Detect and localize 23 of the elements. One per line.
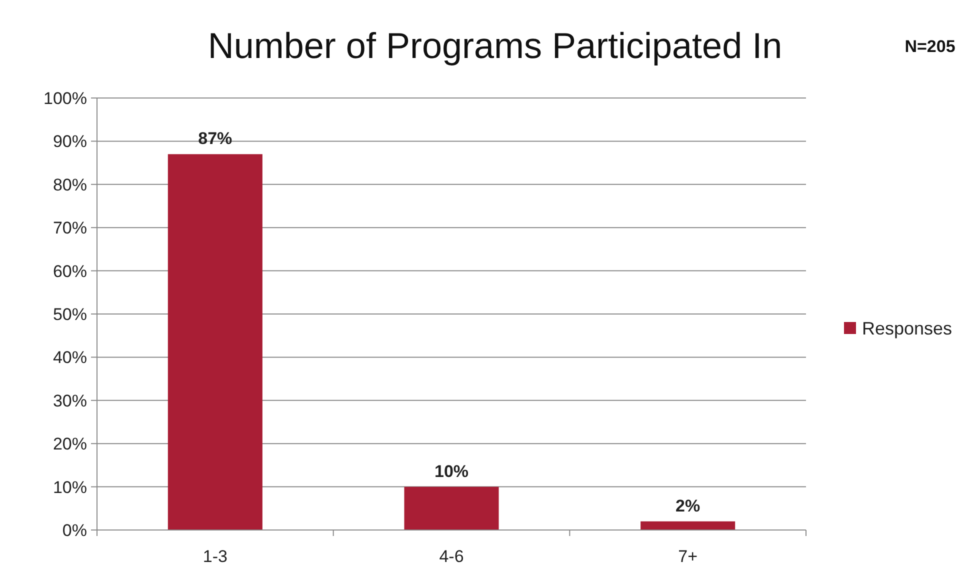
bar (404, 486, 499, 530)
y-tick-label: 50% (52, 304, 87, 324)
y-tick-label: 40% (52, 348, 87, 368)
text: 10% (434, 462, 469, 481)
text: 2% (676, 496, 700, 516)
y-tick-label: 30% (52, 391, 87, 410)
y-tick-label: 60% (52, 262, 87, 281)
chart-title: Number of Programs Participated In (208, 25, 782, 66)
y-tick-label: 70% (52, 218, 87, 238)
x-tick-label: 4-6 (439, 547, 464, 566)
legend-label: Responses (862, 318, 952, 338)
x-tick-label: 1-3 (202, 547, 228, 566)
y-tick-label: 90% (52, 132, 87, 152)
x-tick-label: 7+ (678, 547, 698, 566)
text: 87% (198, 129, 232, 148)
bar (168, 154, 262, 530)
y-tick-label: 80% (52, 175, 87, 194)
y-tick-label: 20% (52, 434, 87, 454)
bar (640, 521, 736, 530)
y-tick-label: 100% (44, 88, 87, 108)
y-tick-label: 0% (62, 520, 87, 540)
y-tick-label: 10% (52, 478, 87, 497)
text: N=205 (904, 37, 956, 56)
